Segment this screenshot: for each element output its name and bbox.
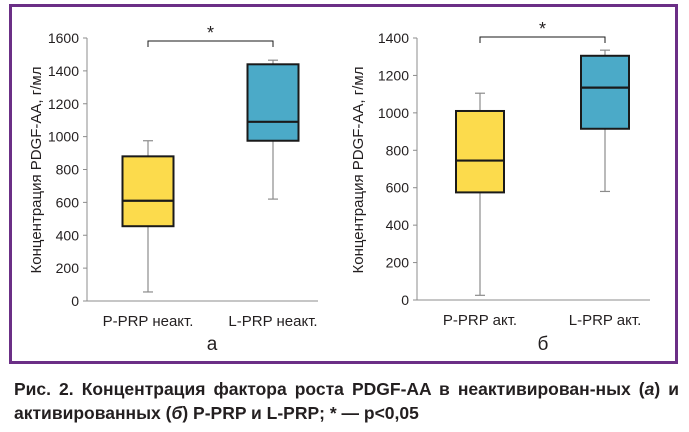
panel-a-x-tick-label: L-PRP неакт. xyxy=(228,313,317,330)
figure-frame xyxy=(9,4,678,364)
panel-a-y-tick-label: 1200 xyxy=(48,96,79,112)
panel-a-box xyxy=(121,155,175,228)
panel-a-y-tick-label: 400 xyxy=(56,227,80,243)
panel-b-y-tick-label: 400 xyxy=(386,217,410,233)
panel-a-y-tick-label: 600 xyxy=(56,194,80,210)
panel-a-y-tick-label: 200 xyxy=(56,260,80,276)
panel-a-label: а xyxy=(207,334,218,355)
panel-a-y-tick-label: 0 xyxy=(71,293,79,309)
caption-lead: Рис. 2. Концентрация фактора роста PDGF-… xyxy=(14,379,645,399)
caption-tail: ) P-PRP и L-PRP; * — p<0,05 xyxy=(182,403,419,423)
panel-b-y-tick-label: 1200 xyxy=(378,67,409,83)
panel-b-y-tick-label: 200 xyxy=(386,255,410,271)
caption-mid: ) и активированных ( xyxy=(14,379,679,423)
panel-a-y-tick-label: 800 xyxy=(56,162,80,178)
panel-a-y-tick-label: 1000 xyxy=(48,129,79,145)
panel-b-x-tick-label: P-PRP акт. xyxy=(443,312,517,329)
figure-canvas: 0 200 400 600 800 1000 1200 1400 1600 Концентраци… xyxy=(28,19,650,355)
panel-b-y-tick-label: 600 xyxy=(386,180,410,196)
panel-b-x-tick-label: L-PRP акт. xyxy=(569,312,642,329)
panel-a-significance-star: * xyxy=(207,23,214,43)
panel-a-box xyxy=(246,63,300,142)
panel-b-y-axis-label: Концентрация PDGF-AA, г/мл xyxy=(350,67,367,274)
panel-b-label: б xyxy=(538,334,549,355)
panel-a-y-tick-label: 1600 xyxy=(48,30,79,46)
panel-b-y-tick-label: 1000 xyxy=(378,105,409,121)
panel-b-significance-star: * xyxy=(539,19,546,39)
figure-caption: Рис. 2. Концентрация фактора роста PDGF-… xyxy=(14,377,679,425)
panel-b-box xyxy=(455,109,505,194)
panel-a-y-axis-label: Концентрация PDGF-AA, г/мл xyxy=(28,67,45,274)
panel-b-significance-bracket xyxy=(479,36,606,43)
caption-panel-b-ref: б xyxy=(171,403,183,423)
panel-b-y-tick-label: 800 xyxy=(386,142,410,158)
caption-panel-a-ref: а xyxy=(644,379,655,399)
panel-b-y-tick-label: 1400 xyxy=(378,30,409,46)
panel-b-box xyxy=(580,54,630,130)
panel-a-significance-bracket xyxy=(147,40,274,47)
panel-a-y-tick-label: 1400 xyxy=(48,63,79,79)
panel-a-x-tick-label: P-PRP неакт. xyxy=(103,313,194,330)
panel-b-y-tick-label: 0 xyxy=(401,292,409,308)
